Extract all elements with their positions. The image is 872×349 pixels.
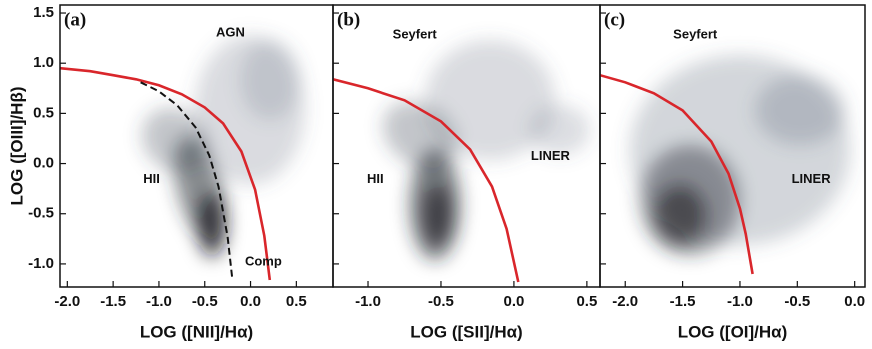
- panel-label: (b): [337, 9, 360, 30]
- region-label: Seyfert: [673, 27, 718, 42]
- x-tick-label: -1.5: [670, 293, 696, 310]
- curve: [60, 66, 272, 281]
- x-axis-label: LOG ([SII]/Hα): [410, 322, 522, 341]
- y-tick-label: 0.5: [33, 104, 54, 121]
- x-tick-label: 0.5: [286, 293, 307, 310]
- region-label: HII: [143, 171, 160, 186]
- y-tick-label: 1.0: [33, 54, 54, 71]
- region-label: Comp: [245, 253, 282, 268]
- y-tick-label: 1.5: [33, 4, 54, 21]
- density-cloud: [382, 40, 590, 260]
- region-label: HII: [367, 171, 384, 186]
- region-label: Seyfert: [393, 27, 438, 42]
- x-tick-label: -1.0: [727, 293, 753, 310]
- x-tick-label: -1.0: [146, 293, 172, 310]
- x-tick-label: -0.5: [192, 293, 218, 310]
- y-axis-label: LOG ([OIII]/Hβ): [7, 87, 26, 206]
- curve: [600, 73, 754, 275]
- density-cloud: [141, 35, 305, 257]
- x-axis-label: LOG ([OI]/Hα): [678, 322, 788, 341]
- y-tick-label: -0.5: [28, 205, 54, 222]
- x-tick-label: -1.0: [355, 293, 381, 310]
- y-tick-label: -1.0: [28, 255, 54, 272]
- x-axis-label: LOG ([NII]/Hα): [140, 322, 253, 341]
- x-tick-label: -0.5: [428, 293, 454, 310]
- density-cloud: [630, 55, 850, 255]
- x-tick-label: -2.0: [54, 293, 80, 310]
- y-tick-label: 0.0: [33, 155, 54, 172]
- curve: [140, 81, 234, 279]
- region-label: LINER: [531, 148, 571, 163]
- region-label: AGN: [216, 25, 245, 40]
- x-tick-label: 0.0: [240, 293, 261, 310]
- x-tick-label: 0.5: [576, 293, 597, 310]
- curve: [333, 78, 520, 283]
- panel-label: (c): [604, 9, 625, 30]
- panel-frame: [599, 4, 866, 288]
- x-tick-label: 0.0: [844, 293, 865, 310]
- x-tick-label: -0.5: [784, 293, 810, 310]
- x-tick-label: 0.0: [503, 293, 524, 310]
- panel-label: (a): [64, 9, 86, 30]
- region-label: LINER: [792, 171, 832, 186]
- x-tick-label: -1.5: [100, 293, 126, 310]
- x-tick-label: -2.0: [612, 293, 638, 310]
